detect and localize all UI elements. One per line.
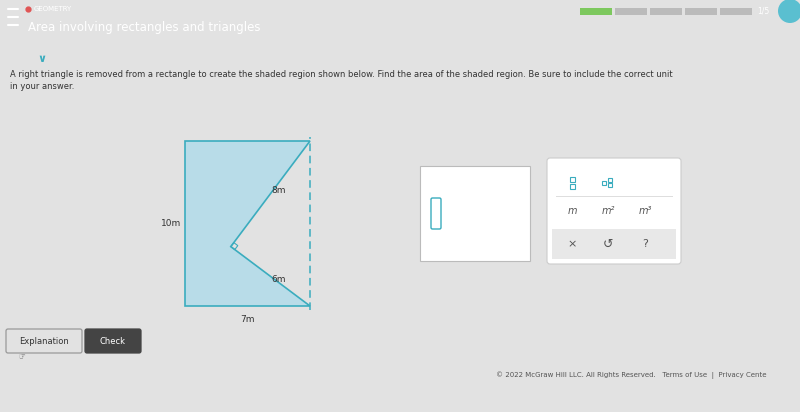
Text: in your answer.: in your answer. <box>10 82 74 91</box>
FancyBboxPatch shape <box>547 158 681 264</box>
Bar <box>615 7 647 14</box>
Text: m³: m³ <box>638 206 652 216</box>
Text: ?: ? <box>642 239 648 249</box>
FancyBboxPatch shape <box>6 329 82 353</box>
Text: ×: × <box>567 239 577 249</box>
FancyBboxPatch shape <box>420 166 530 261</box>
Circle shape <box>778 0 800 23</box>
Text: m: m <box>567 206 577 216</box>
Text: 1/5: 1/5 <box>757 7 770 16</box>
Bar <box>602 181 606 185</box>
Text: 10m: 10m <box>161 219 181 228</box>
Bar <box>570 184 574 189</box>
Text: 7m: 7m <box>240 316 254 325</box>
Text: ∨: ∨ <box>38 54 46 64</box>
Bar <box>608 183 612 187</box>
Text: Area involving rectangles and triangles: Area involving rectangles and triangles <box>28 21 261 33</box>
Text: 8m: 8m <box>271 186 286 195</box>
Text: ↺: ↺ <box>602 237 614 250</box>
Bar <box>650 7 682 14</box>
Text: GEOMETRY: GEOMETRY <box>34 6 72 12</box>
Bar <box>570 177 574 182</box>
Text: m²: m² <box>602 206 614 216</box>
Bar <box>580 7 612 14</box>
Bar <box>685 7 717 14</box>
Bar <box>720 7 752 14</box>
Text: Explanation: Explanation <box>19 337 69 346</box>
Text: Check: Check <box>100 337 126 346</box>
Bar <box>608 178 612 183</box>
Text: ☞: ☞ <box>18 353 26 361</box>
Bar <box>552 229 676 259</box>
Polygon shape <box>185 141 310 306</box>
Text: A right triangle is removed from a rectangle to create the shaded region shown b: A right triangle is removed from a recta… <box>10 70 673 80</box>
Text: © 2022 McGraw Hill LLC. All Rights Reserved.   Terms of Use  |  Privacy Cente: © 2022 McGraw Hill LLC. All Rights Reser… <box>496 371 766 379</box>
Text: 6m: 6m <box>271 275 286 284</box>
FancyBboxPatch shape <box>85 329 141 353</box>
